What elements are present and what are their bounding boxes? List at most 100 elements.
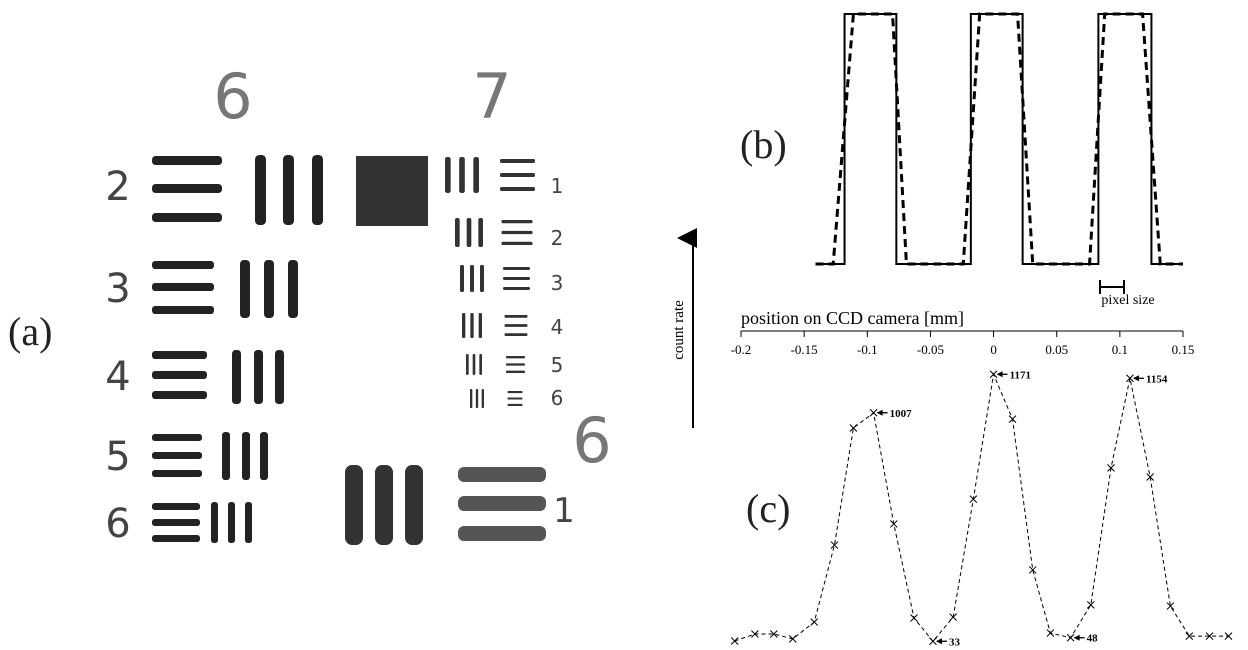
target-bar: [508, 404, 523, 406]
target-bar: [312, 155, 323, 225]
data-point: [1126, 375, 1133, 382]
x-tick-label: 0.15: [1172, 342, 1195, 357]
line-series: [816, 14, 1183, 264]
target-bar: [242, 432, 250, 480]
target-bar: [476, 389, 478, 408]
label-arrowhead: [877, 410, 883, 416]
x-tick-label: -0.15: [791, 342, 818, 357]
target-label: 1: [551, 174, 564, 198]
target-bar: [502, 220, 533, 223]
panel-label: (c): [746, 486, 790, 531]
target-label: 4: [105, 354, 130, 400]
target-bar: [345, 465, 363, 545]
target-bar: [152, 261, 214, 269]
target-bar: [503, 277, 530, 280]
target-bar: [405, 465, 423, 545]
target-bar: [503, 267, 530, 270]
target-bar: [458, 467, 546, 482]
label-arrowhead: [1074, 635, 1080, 641]
target-bar: [458, 526, 546, 541]
x-tick-label: -0.05: [917, 342, 944, 357]
target-label: 5: [105, 434, 130, 480]
target-bar: [506, 356, 525, 358]
target-bar: [152, 519, 200, 526]
target-bar: [505, 333, 528, 336]
data-label: 33: [949, 636, 961, 648]
target-bar: [479, 313, 482, 338]
x-tick-label: 0.05: [1045, 342, 1068, 357]
target-bar: [152, 470, 202, 477]
target-bar: [503, 287, 530, 290]
target-label: 6: [572, 404, 611, 477]
data-point: [731, 638, 738, 645]
target-bar: [445, 157, 451, 193]
line-series: [735, 374, 1229, 641]
label-arrowhead: [936, 638, 942, 644]
target-bar: [502, 242, 533, 245]
data-point: [1047, 630, 1054, 637]
target-bar: [466, 354, 469, 375]
target-label: 2: [105, 164, 130, 210]
target-bar: [222, 432, 230, 480]
target-label: 6: [213, 60, 252, 133]
target-label: 2: [551, 226, 564, 250]
x-axis-label: position on CCD camera [mm]: [741, 308, 964, 328]
data-label: 1154: [1146, 373, 1168, 385]
target-bar: [245, 502, 252, 543]
x-tick-label: -0.1: [857, 342, 878, 357]
target-bar: [505, 315, 528, 318]
line-series: [816, 14, 1183, 264]
figure: 676234561234561 count rate position on C…: [0, 0, 1248, 650]
target-label: 3: [105, 266, 130, 312]
panel-label: (a): [8, 309, 52, 354]
target-bar: [152, 452, 202, 459]
data-point: [1067, 634, 1074, 641]
target-bar: [459, 157, 465, 193]
target-label: 3: [551, 271, 564, 295]
panel-label: (b): [740, 122, 787, 167]
target-bar: [152, 391, 207, 399]
target-bar: [152, 184, 222, 193]
data-point: [990, 371, 997, 378]
target-bar: [480, 265, 484, 292]
target-bar: [283, 155, 294, 225]
target-bar: [473, 354, 476, 375]
target-bar: [152, 503, 200, 510]
target-bar: [500, 173, 535, 177]
target-bar: [275, 350, 284, 404]
target-bar: [470, 265, 474, 292]
data-point: [1225, 633, 1232, 640]
data-point: [911, 615, 918, 622]
target-bar: [505, 324, 528, 327]
target-bar: [479, 354, 482, 375]
target-label: 7: [472, 60, 511, 133]
target-bar: [462, 313, 465, 338]
target-bar: [506, 371, 525, 373]
target-bar: [255, 155, 266, 225]
target-label: 4: [551, 315, 564, 339]
target-bar: [240, 260, 250, 318]
data-label: 48: [1087, 633, 1099, 645]
target-bar: [455, 218, 460, 247]
target-bar: [375, 465, 393, 545]
target-bar: [508, 391, 523, 393]
target-bar: [500, 159, 535, 163]
target-bar: [152, 306, 214, 314]
annotation: pixel size: [1101, 293, 1154, 308]
target-bar: [470, 313, 473, 338]
target-label: 5: [551, 353, 564, 377]
x-tick-label: 0.1: [1112, 342, 1128, 357]
label-arrowhead: [1133, 375, 1139, 381]
target-bar: [152, 283, 214, 291]
target-square: [356, 156, 428, 226]
target-bar: [500, 187, 535, 191]
target-bar: [152, 156, 222, 165]
target-bar: [473, 157, 479, 193]
data-point: [929, 638, 936, 645]
target-bar: [467, 218, 472, 247]
target-bar: [288, 260, 298, 318]
y-axis-label: count rate: [671, 300, 687, 360]
target-bar: [506, 363, 525, 365]
target-bar: [478, 218, 483, 247]
